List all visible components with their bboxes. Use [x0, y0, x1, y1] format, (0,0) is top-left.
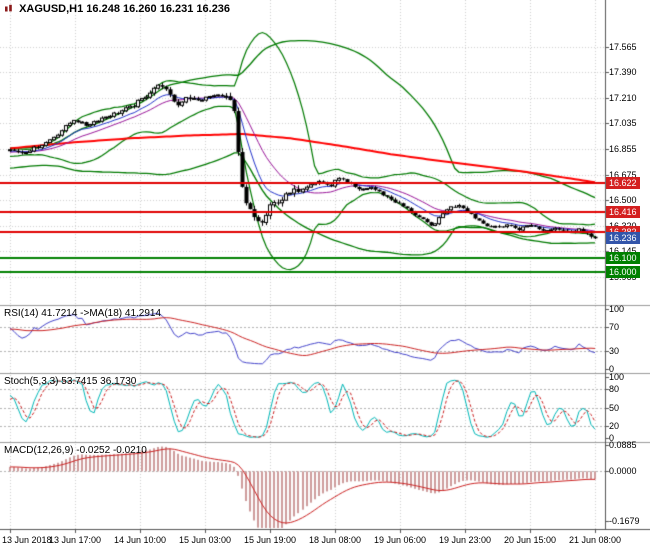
chart-canvas[interactable] — [0, 0, 650, 550]
mt4-chart-window: XAGUSD,H1 16.248 16.260 16.231 16.236 RS… — [0, 0, 650, 550]
